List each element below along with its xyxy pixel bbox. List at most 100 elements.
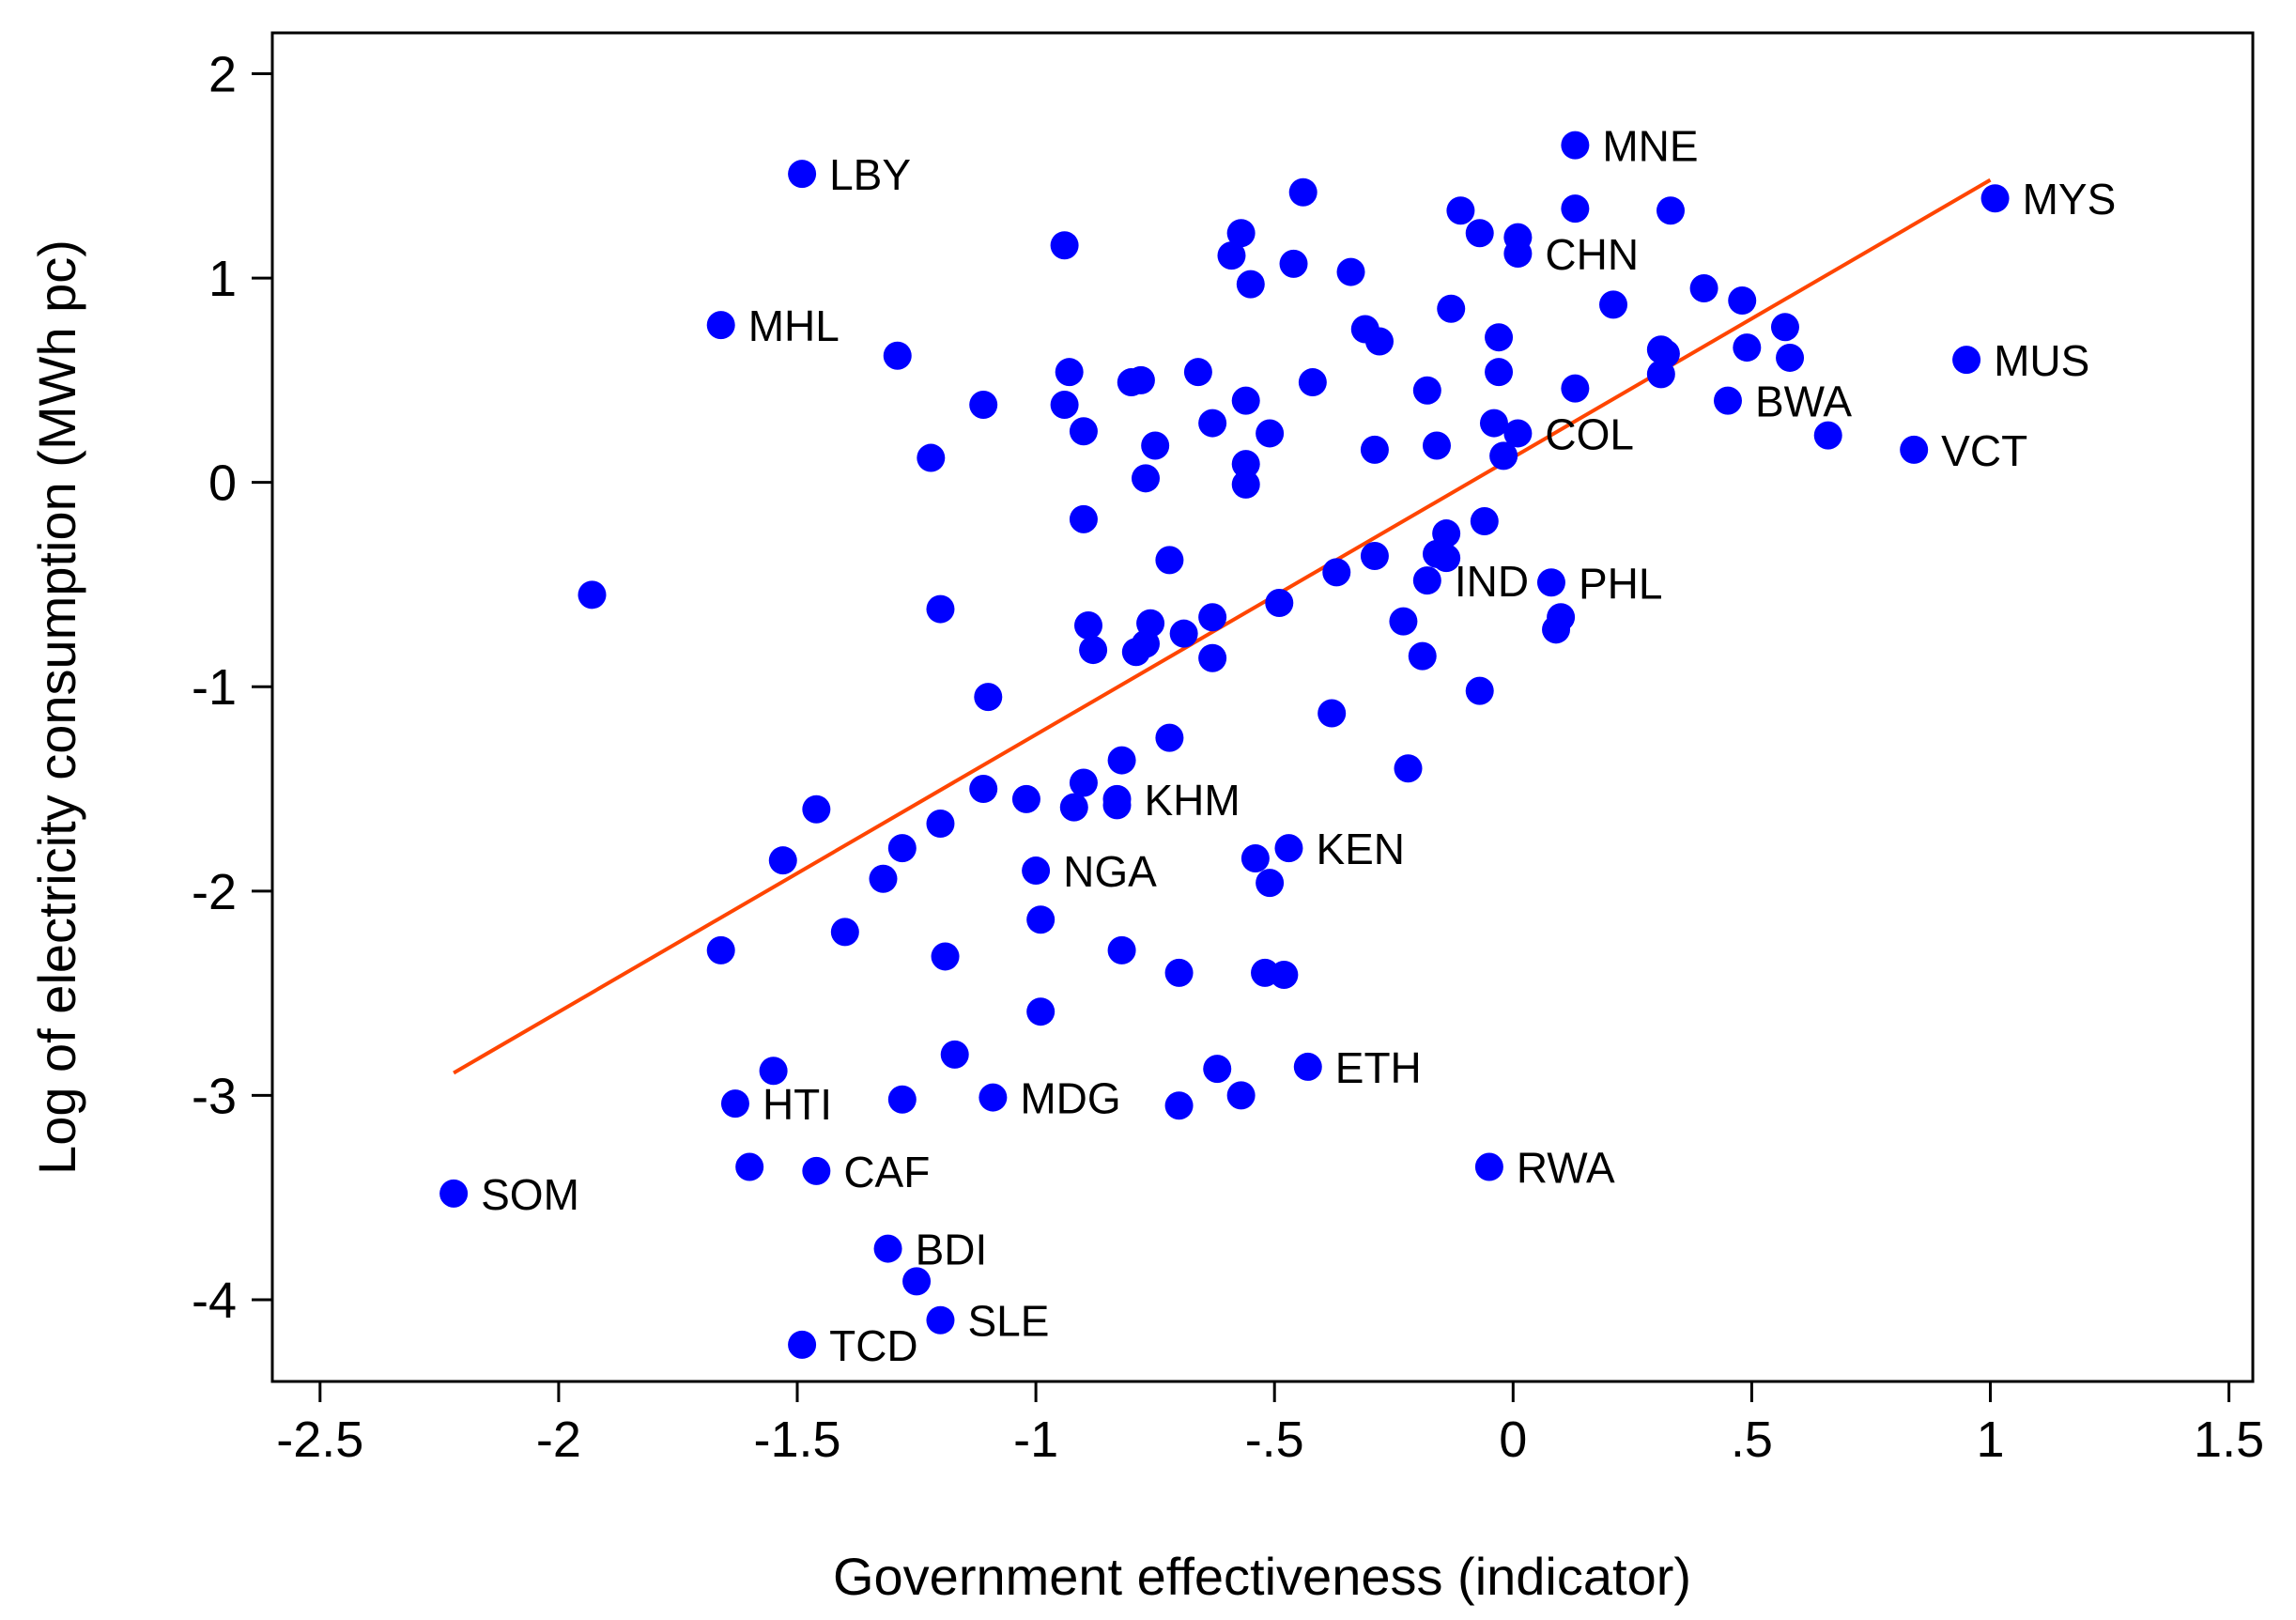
data-point	[1412, 376, 1441, 405]
point-label: MUS	[1994, 336, 2089, 385]
point-label: CAF	[843, 1148, 930, 1196]
point-label: MYS	[2023, 175, 2117, 224]
x-tick-label: -2	[536, 1412, 581, 1468]
x-tick-label: -.5	[1245, 1412, 1304, 1468]
y-axis-ticks: 2 1 0 -1 -2 -3 -4	[192, 47, 272, 1329]
point-label: MNE	[1602, 122, 1698, 171]
data-point	[1011, 784, 1040, 813]
data-point	[969, 390, 998, 419]
data-point	[1651, 339, 1680, 368]
data-point	[759, 1057, 788, 1086]
x-tick-label: -1	[1013, 1412, 1058, 1468]
data-point	[1050, 231, 1079, 260]
data-point	[1107, 935, 1136, 964]
data-point	[1279, 249, 1308, 278]
data-point	[1479, 409, 1508, 438]
data-point	[1432, 544, 1461, 573]
data-point	[926, 594, 955, 624]
data-point	[1322, 558, 1351, 587]
point-label: MHL	[748, 301, 840, 350]
data-point	[1318, 699, 1347, 728]
data-point	[902, 1267, 932, 1296]
point-label: PHL	[1579, 559, 1662, 608]
data-point	[1485, 358, 1514, 387]
data-point	[1226, 219, 1256, 248]
data-point	[1198, 643, 1227, 672]
data-point	[1256, 869, 1285, 898]
data-point	[1599, 290, 1628, 319]
data-point	[578, 580, 607, 609]
data-point	[1293, 1052, 1322, 1081]
data-point	[439, 1179, 469, 1208]
point-label: KEN	[1316, 825, 1405, 873]
y-axis-title: Log of electricity consumption (MWh pc)	[27, 239, 86, 1175]
x-axis-title: Government effectiveness (indicator)	[833, 1547, 1691, 1606]
data-point	[1728, 286, 1757, 316]
data-point	[931, 942, 960, 971]
data-point	[1408, 641, 1437, 671]
point-label: VCT	[1941, 426, 2027, 475]
data-point	[887, 834, 917, 863]
point-label: HTI	[763, 1080, 832, 1129]
data-point	[1561, 374, 1590, 403]
data-point	[1489, 441, 1518, 471]
data-point	[1074, 610, 1103, 640]
point-label: COL	[1545, 409, 1634, 458]
data-point	[720, 1089, 749, 1119]
data-point	[1107, 746, 1136, 775]
data-point	[735, 1152, 764, 1181]
x-tick-label: 1	[1976, 1412, 2004, 1468]
data-point	[1288, 177, 1318, 207]
x-tick-label: -1.5	[753, 1412, 840, 1468]
data-point	[802, 795, 831, 824]
data-point	[1141, 431, 1170, 460]
data-point	[706, 935, 735, 964]
data-point	[1231, 470, 1260, 499]
data-point	[1952, 346, 1981, 375]
y-tick-label: 0	[208, 455, 237, 512]
data-point	[1470, 507, 1499, 536]
x-tick-label: 0	[1499, 1412, 1527, 1468]
data-point	[1465, 219, 1494, 248]
data-point	[1055, 358, 1084, 387]
data-point	[926, 1305, 955, 1335]
data-point	[1240, 844, 1270, 873]
data-point	[1776, 343, 1805, 372]
data-point	[974, 683, 1003, 712]
point-label: NGA	[1063, 847, 1157, 896]
data-point	[1713, 386, 1742, 415]
data-point	[1155, 546, 1184, 575]
data-point	[1561, 131, 1590, 160]
data-point	[978, 1083, 1008, 1112]
point-label: IND	[1455, 557, 1529, 606]
data-point	[1183, 358, 1212, 387]
data-point	[869, 864, 898, 893]
data-point	[1136, 609, 1165, 638]
data-point	[1102, 791, 1132, 820]
point-labels: SOM MHL HTI LBY TCD CAF BDI SLE MDG NGA KHM KEN ETH I…	[481, 122, 2116, 1370]
data-point	[1022, 856, 1051, 886]
data-points	[439, 131, 2010, 1359]
data-point	[1474, 1152, 1503, 1181]
point-label: MDG	[1020, 1074, 1120, 1123]
point-label: SOM	[481, 1170, 579, 1219]
data-point	[768, 846, 797, 875]
data-point	[1231, 450, 1260, 479]
data-point	[1298, 368, 1327, 397]
data-point	[1131, 464, 1160, 493]
y-tick-label: -2	[192, 864, 237, 920]
x-tick-label: .5	[1731, 1412, 1773, 1468]
data-point	[1336, 257, 1365, 286]
point-label: ETH	[1335, 1043, 1422, 1092]
data-point	[1900, 435, 1929, 464]
data-point	[887, 1085, 917, 1114]
data-point	[1236, 270, 1265, 299]
data-point	[873, 1234, 902, 1263]
y-tick-label: -4	[192, 1273, 237, 1329]
data-point	[1365, 327, 1395, 356]
data-point	[917, 443, 946, 472]
data-point	[1770, 313, 1799, 342]
point-label: CHN	[1545, 230, 1639, 279]
data-point	[883, 341, 912, 370]
data-point	[802, 1156, 831, 1185]
